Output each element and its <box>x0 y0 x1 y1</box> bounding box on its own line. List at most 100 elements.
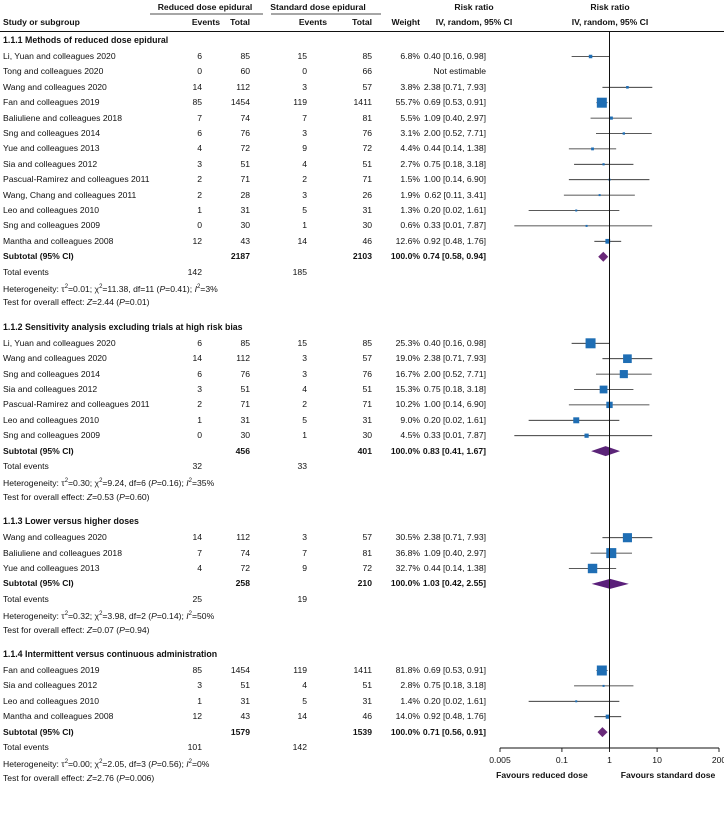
total-standard: 85 <box>362 337 372 348</box>
study-name: Sia and colleagues 2012 <box>3 158 98 169</box>
total-reduced: 85 <box>240 337 250 348</box>
total-standard: 66 <box>362 66 372 77</box>
events-reduced: 14 <box>192 81 202 92</box>
study-name: Wang and colleagues 2020 <box>3 353 107 364</box>
events-standard: 0 <box>302 66 307 77</box>
total-standard: 76 <box>362 128 372 138</box>
study-ci: Not estimable <box>433 66 486 77</box>
events-standard: 4 <box>302 680 307 691</box>
total-reduced: 112 <box>236 81 250 92</box>
total-reduced: 31 <box>240 205 250 215</box>
point-estimate-square <box>622 533 632 543</box>
total-standard: 57 <box>362 353 372 364</box>
total-reduced: 72 <box>240 143 250 154</box>
study-weight: 0.6% <box>400 220 420 231</box>
study-ci: 0.44 [0.14, 1.38] <box>423 563 486 573</box>
point-estimate-square <box>609 116 613 120</box>
subgroup-title: 1.1.2 Sensitivity analysis excluding tri… <box>3 321 243 332</box>
events-standard: 3 <box>302 189 307 200</box>
total-standard: 1411 <box>353 97 372 108</box>
study-name: Fan and colleagues 2019 <box>3 665 100 675</box>
study-ci: 0.69 [0.53, 0.91] <box>423 97 486 108</box>
events-reduced: 3 <box>197 680 202 691</box>
total-reduced: 76 <box>240 128 250 138</box>
total-standard: 51 <box>362 158 372 169</box>
total-standard: 46 <box>362 235 372 246</box>
subtotal-total-reduced: 2187 <box>230 251 250 262</box>
total-reduced: 31 <box>240 695 250 706</box>
events-standard: 9 <box>302 563 307 573</box>
study-ci: 2.38 [0.71, 7.93] <box>423 532 486 543</box>
events-standard: 4 <box>302 384 307 394</box>
study-name: Tong and colleagues 2020 <box>3 66 104 77</box>
total-events-standard: 142 <box>292 742 307 752</box>
study-name: Li, Yuan and colleagues 2020 <box>3 337 116 348</box>
total-reduced: 76 <box>240 368 250 379</box>
subtotal-label: Subtotal (95% CI) <box>3 251 74 262</box>
subtotal-weight: 100.0% <box>390 445 420 456</box>
study-name: Wang and colleagues 2020 <box>3 532 107 543</box>
subtotal-weight: 100.0% <box>390 251 420 262</box>
study-ci: 1.09 [0.40, 2.97] <box>423 112 486 123</box>
events-reduced: 1 <box>197 205 202 215</box>
events-reduced: 3 <box>197 158 202 169</box>
study-ci: 0.62 [0.11, 3.41] <box>424 189 486 200</box>
subtotal-label: Subtotal (95% CI) <box>3 445 74 456</box>
total-standard: 81 <box>362 547 372 558</box>
study-name: Wang and colleagues 2020 <box>3 81 107 92</box>
study-ci: 0.20 [0.02, 1.61] <box>423 205 486 215</box>
study-weight: 4.4% <box>400 143 420 154</box>
study-ci: 1.00 [0.14, 6.90] <box>423 399 486 410</box>
study-weight: 2.8% <box>400 680 420 691</box>
x-axis-tick-label: 1 <box>607 755 612 765</box>
total-reduced: 30 <box>240 220 250 231</box>
subtotal-total-standard: 2103 <box>352 251 372 262</box>
column-header-total-2: Total <box>352 17 372 27</box>
study-ci: 2.00 [0.52, 7.71] <box>423 368 486 379</box>
point-estimate-square <box>619 370 628 379</box>
heterogeneity-text: Heterogeneity: τ2=0.32; χ2=3.98, df=2 (P… <box>3 611 215 622</box>
total-standard: 1411 <box>353 665 372 675</box>
total-reduced: 112 <box>236 532 250 543</box>
point-estimate-square <box>626 85 629 89</box>
study-name: Pascual-Ramirez and colleagues 2011 <box>3 399 150 410</box>
total-standard: 30 <box>362 430 372 441</box>
total-standard: 72 <box>362 563 372 573</box>
plot-header-title: Risk ratio <box>590 2 630 12</box>
point-estimate-square <box>598 194 601 197</box>
events-standard: 1 <box>302 430 307 441</box>
group-header-reduced: Reduced dose epidural <box>157 2 253 12</box>
events-standard: 14 <box>297 711 307 722</box>
study-name: Pascual-Ramirez and colleagues 2011 <box>3 174 150 185</box>
total-standard: 85 <box>362 51 372 61</box>
total-reduced: 72 <box>240 563 250 573</box>
column-header-rr-sub: IV, random, 95% CI <box>435 17 513 27</box>
x-axis-tick-label: 200 <box>712 755 724 765</box>
subtotal-total-reduced: 1579 <box>230 726 250 737</box>
subtotal-ci: 0.74 [0.58, 0.94] <box>422 251 486 262</box>
total-reduced: 43 <box>240 235 250 246</box>
plot-header-sub: IV, random, 95% CI <box>571 17 649 27</box>
study-name: Sng and colleagues 2014 <box>3 368 100 379</box>
events-standard: 3 <box>302 128 307 138</box>
study-name: Yue and colleagues 2013 <box>3 563 100 573</box>
events-standard: 3 <box>302 353 307 364</box>
study-weight: 15.3% <box>395 384 420 394</box>
study-weight: 14.0% <box>395 711 420 722</box>
point-estimate-square <box>623 354 632 364</box>
study-weight: 3.1% <box>400 128 420 138</box>
events-reduced: 0 <box>197 220 202 231</box>
column-header-rr: Risk ratio <box>454 2 494 12</box>
favours-standard-label: Favours standard dose <box>620 770 716 780</box>
subtotal-total-reduced: 456 <box>235 445 250 456</box>
total-standard: 57 <box>362 532 372 543</box>
total-standard: 71 <box>362 399 372 410</box>
subtotal-label: Subtotal (95% CI) <box>3 578 74 589</box>
total-reduced: 71 <box>240 399 250 410</box>
total-reduced: 112 <box>236 353 250 364</box>
point-estimate-square <box>606 548 617 559</box>
events-reduced: 14 <box>192 353 202 364</box>
study-name: Baliuliene and colleagues 2018 <box>3 112 122 123</box>
study-weight: 12.6% <box>395 235 420 246</box>
